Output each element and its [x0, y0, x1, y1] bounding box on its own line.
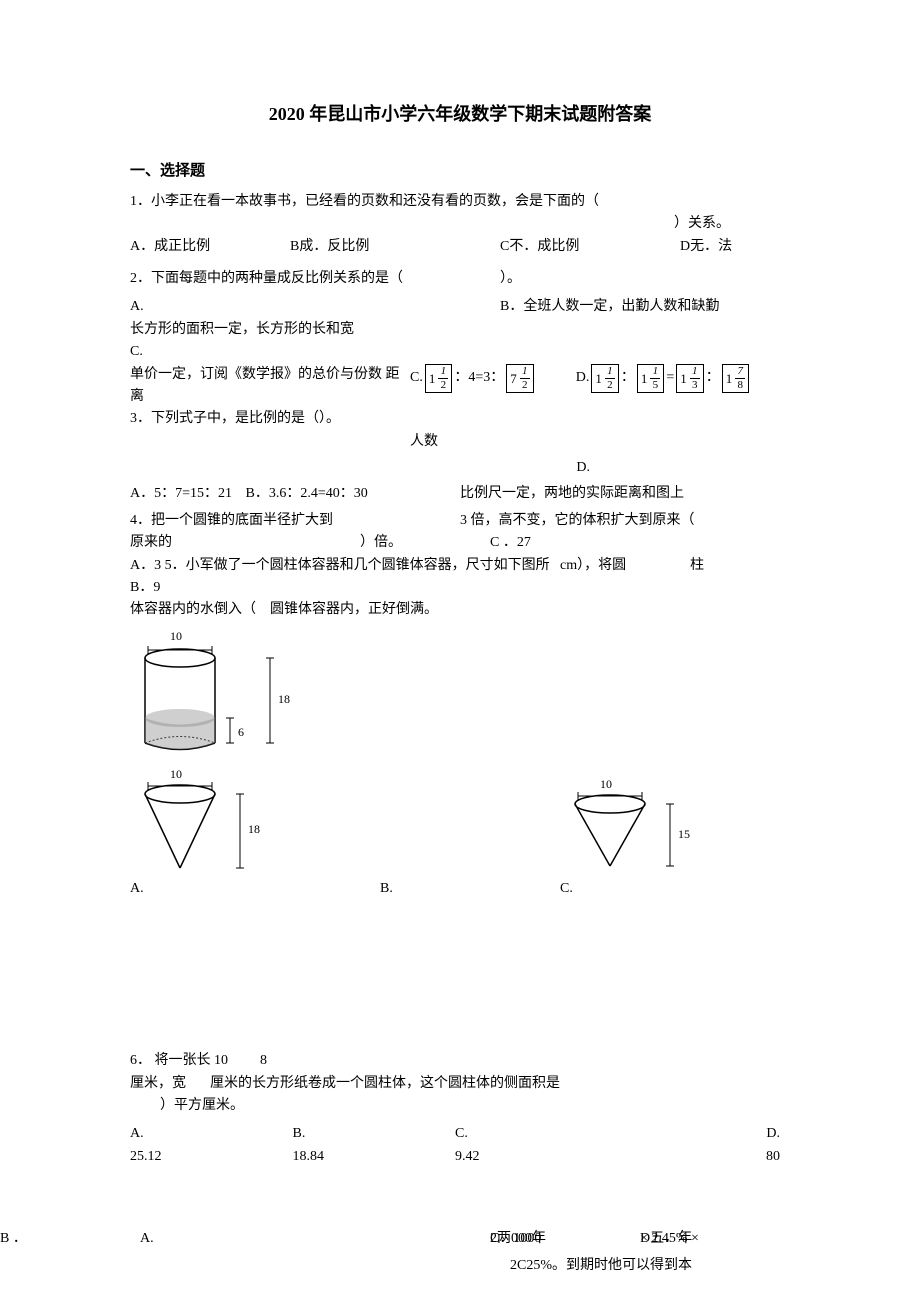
q5-text-left: 5．小军做了一个圆柱体容器和几个圆锥体容器，尺寸如下图所 [165, 558, 550, 573]
q1-text-line1: 1．小李正在看一本故事书，已经看的页数和还没有看的页数，会是下面的（ [130, 191, 790, 213]
q6-text-mid: 8 [260, 1050, 310, 1072]
q3-option-d: D. 1 1 2 ： 1 1 5 [576, 364, 752, 393]
section-1-heading: 一、选择题 [130, 159, 790, 183]
q6-text-left: 6． 将一张长 10 [130, 1050, 260, 1072]
q5-text-mid: cm），将圆 [560, 555, 690, 600]
question-2: 2．下面每题中的两种量成反比例关系的是（ ）。 A. B．全班人数一定，出勤人数… [130, 268, 790, 480]
cylinder-top-label: 10 [170, 629, 182, 643]
q6-row2-right: 厘米的长方形纸卷成一个圆柱体，这个圆柱体的侧面积是 [210, 1073, 790, 1095]
q7-year-text: 2两000年 [490, 1228, 640, 1250]
q5-a-label: A. [130, 881, 144, 896]
q2-option-b: B．全班人数一定，出勤人数和缺勤 [500, 296, 790, 318]
q2-text: 2．下面每题中的两种量成反比例关系的是（ [130, 268, 500, 290]
q4-option-c: C ．27 [490, 532, 531, 554]
q5-row2-mid: 圆锥体容器内，正好倒满。 [270, 599, 670, 621]
cylinder-water-label: 6 [238, 725, 244, 739]
q6-opt-d-val: 80 [618, 1146, 791, 1168]
q2-option-a-text: 长方形的面积一定，长方形的长和宽 [130, 319, 790, 341]
q6-line3: ）平方厘米。 [130, 1095, 790, 1117]
q2-d-label: D. [130, 457, 790, 479]
q6-opt-c-label: C. [455, 1123, 618, 1145]
q1-option-b: B成．反比例 [290, 236, 500, 258]
svg-text:18: 18 [248, 822, 260, 836]
question-5-row1: A．3 5．小军做了一个圆柱体容器和几个圆锥体容器，尺寸如下图所 B．9 cm）… [130, 555, 790, 600]
q6-opt-c-val: 9.42 [455, 1146, 618, 1168]
question-4: 4．把一个圆锥的底面半径扩大到 3 倍，高不变，它的体积扩大到原来（ [130, 510, 790, 532]
q4-text3: 原来的 [130, 532, 360, 554]
svg-text:10: 10 [170, 768, 182, 781]
q7-b-text: B ． [0, 1228, 27, 1250]
q2-people: 人数 [410, 431, 790, 453]
q5-text-right: 柱 [690, 555, 790, 600]
question-3-options-ab: A．5：7=15：21 B．3.6：2.4=40：30 比例尺一定，两地的实际距… [130, 483, 790, 505]
q5-c-label: C. [560, 881, 573, 896]
cylinder-figure: 10 18 6 [130, 628, 790, 758]
q2-option-c-text: 单价一定，订阅《数学报》的总价与份数 距离 [130, 364, 410, 409]
q6-opt-a-label: A. [130, 1123, 293, 1145]
cone-figure-c: 10 15 C. [560, 778, 740, 900]
q2-option-d-text: 比例尺一定，两地的实际距离和图上 [460, 483, 790, 505]
q7-a-text: A. [140, 1228, 154, 1250]
cylinder-height-label: 18 [278, 692, 290, 706]
q4-text2: 3 倍，高不变，它的体积扩大到原来（ [460, 510, 740, 532]
q1-option-c: C不．成比例 [500, 236, 680, 258]
question-1: 1．小李正在看一本故事书，已经看的页数和还没有看的页数，会是下面的（ ）关系。 … [130, 191, 790, 258]
cone-figure-b: B. [380, 878, 560, 900]
q1-option-d: D无．法 [680, 236, 732, 258]
q5-row2-left: 体容器内的水倒入（ [130, 599, 270, 621]
question-6: 6． 将一张长 10 8 厘米，宽 厘米的长方形纸卷成一个圆柱体，这个圆柱体的侧… [130, 1050, 790, 1168]
q4-text1: 4．把一个圆锥的底面半径扩大到 [130, 513, 333, 528]
q5-b-label: B. [380, 881, 393, 896]
q4-option-a: A．3 [130, 558, 161, 573]
q7-r3-text: 2C25%。到期时他可以得到本 [510, 1255, 760, 1277]
q7-d-text: D五．年 [640, 1228, 790, 1250]
q6-opt-d-label: D. [618, 1123, 791, 1145]
q6-opt-a-val: 25.12 [130, 1146, 293, 1168]
q6-row2-left: 厘米，宽 [130, 1073, 210, 1095]
q1-options: A．成正比例 B成．反比例 C不．成比例 D无．法 [130, 236, 790, 258]
q2-paren: ）。 [500, 268, 790, 290]
q1-text-line2: ）关系。 [130, 213, 790, 235]
q2-a-label: A. [130, 296, 500, 318]
q3-option-b: B．3.6：2.4=40：30 [246, 486, 368, 501]
q3-option-a: A．5：7=15：21 [130, 486, 232, 501]
q5-figures: 10 18 6 10 [130, 628, 790, 900]
svg-text:10: 10 [600, 778, 612, 791]
q6-opt-b-label: B. [293, 1123, 456, 1145]
q1-option-a: A．成正比例 [130, 236, 290, 258]
q3-option-c: C. 1 1 2 ：4=3： 7 1 2 [410, 364, 536, 393]
page-title: 2020 年昆山市小学六年级数学下期末试题附答案 [130, 100, 790, 129]
q3-text: 3．下列式子中，是比例的是（）。 [130, 408, 790, 430]
svg-text:15: 15 [678, 827, 690, 841]
cone-figure-a: 10 18 A. [130, 768, 380, 900]
q2-c-label: C. [130, 341, 790, 363]
q4-text4: ）倍。 [360, 532, 490, 554]
q4-option-b: B．9 [130, 580, 160, 595]
q6-opt-b-val: 18.84 [293, 1146, 456, 1168]
question-7-fragment: C．1000 × 2.45% × B ． A. 2两000年 D五．年 2C25… [130, 1228, 790, 1250]
